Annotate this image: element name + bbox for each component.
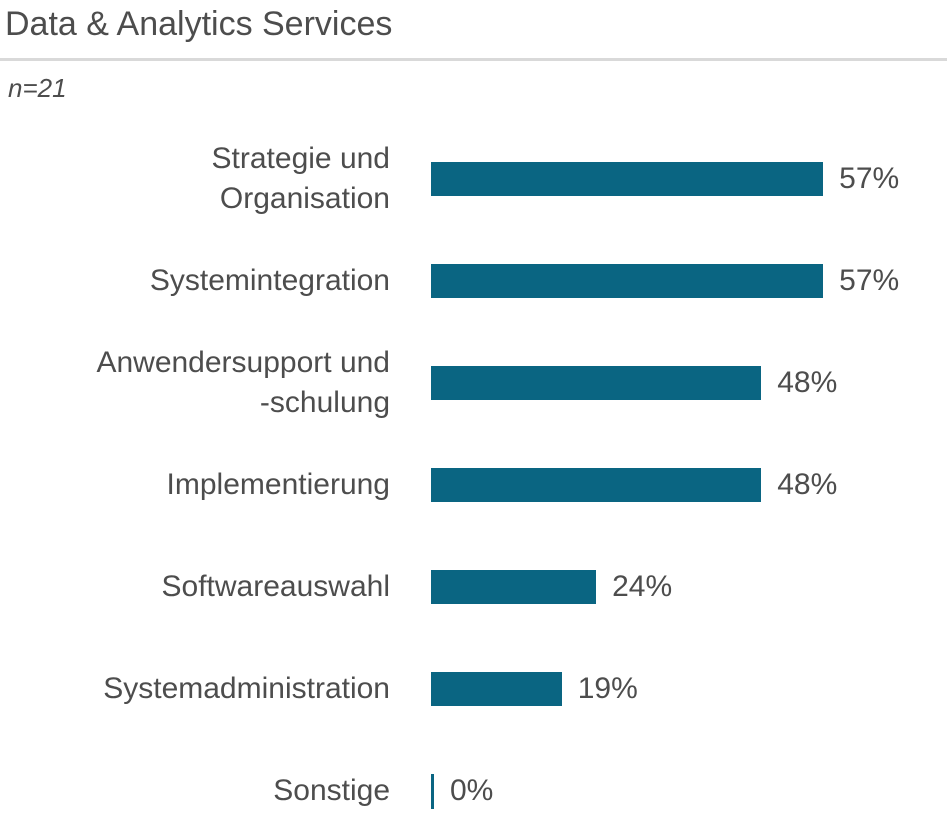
page-title: Data & Analytics Services [5,5,393,43]
chart-row: Systemadministration 19% [0,638,947,740]
value-label: 0% [450,774,494,807]
bar [431,162,824,196]
category-label: Strategie und Organisation [211,142,390,215]
bar-area: 19% [431,672,947,706]
chart-row: Softwareauswahl 24% [0,536,947,638]
value-label: 19% [577,672,638,705]
value-label: 24% [612,570,673,603]
bar [431,773,434,809]
bar [431,570,597,604]
bar-area: 57% [431,264,947,298]
bar-area: 0% [431,773,947,809]
category-label: Softwareauswahl [161,570,390,603]
chart-row: Sonstige 0% [0,740,947,820]
bar [431,468,762,502]
chart-row: Implementierung 48% [0,434,947,536]
bar-area: 48% [431,468,947,502]
category-label: Anwendersupport und -schulung [96,346,390,419]
value-label: 57% [839,162,900,195]
bar-chart: Strategie und Organisation 57% Systemint… [0,128,947,820]
value-label: 48% [777,366,838,399]
bar-area: 24% [431,570,947,604]
bar-area: 48% [431,366,947,400]
bar-area: 57% [431,162,947,196]
category-label: Sonstige [273,774,390,807]
chart-row: Systemintegration 57% [0,230,947,332]
sample-size-label: n=21 [8,73,67,103]
bar [431,672,562,706]
chart-row: Anwendersupport und -schulung 48% [0,332,947,434]
chart-row: Strategie und Organisation 57% [0,128,947,230]
category-label: Systemadministration [103,672,390,705]
value-label: 57% [839,264,900,297]
category-label: Implementierung [166,468,390,501]
bar [431,366,762,400]
title-divider [0,58,947,61]
bar [431,264,824,298]
value-label: 48% [777,468,838,501]
category-label: Systemintegration [149,264,390,297]
